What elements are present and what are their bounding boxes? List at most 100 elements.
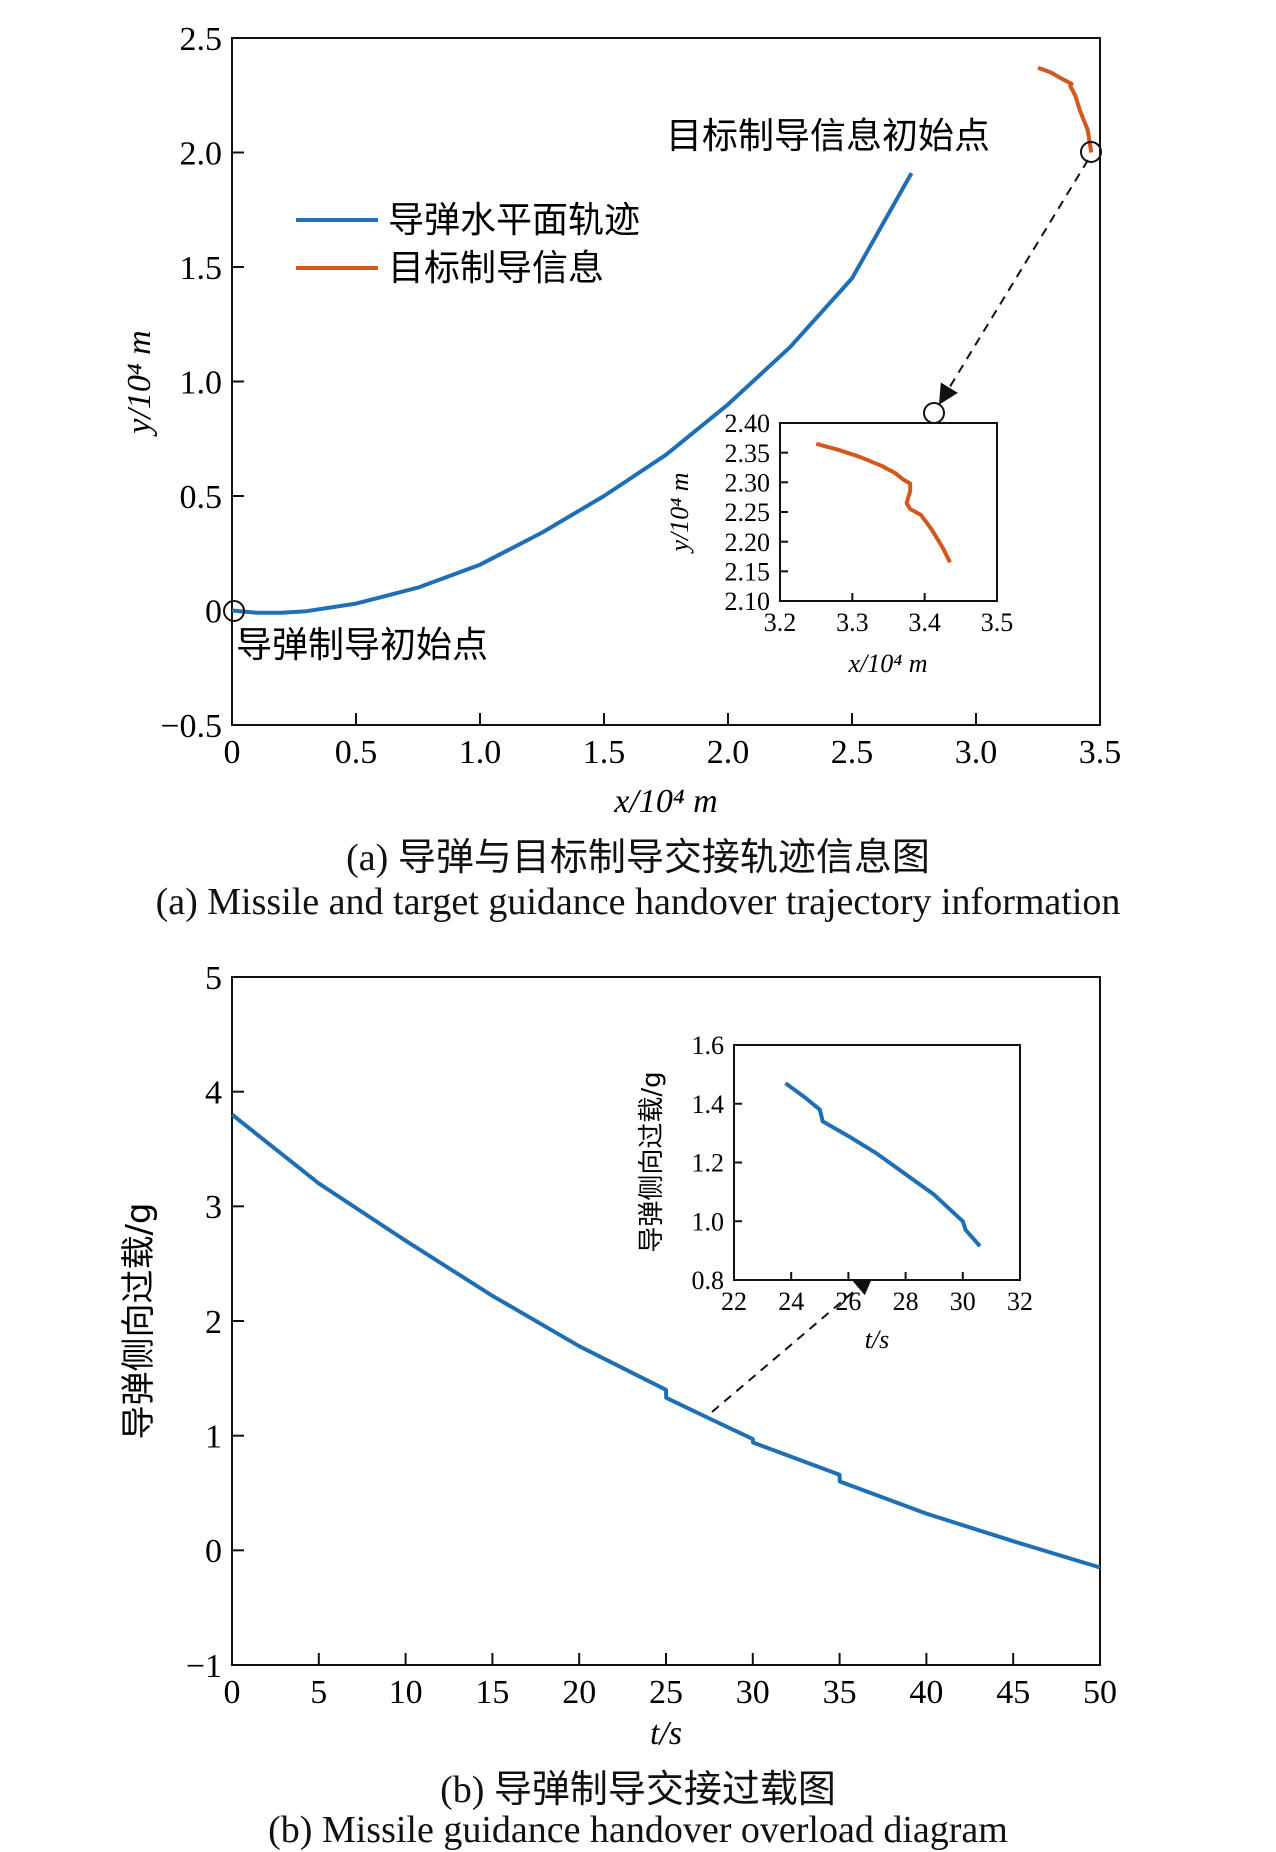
y-ticks-b: −1 0 1 2 3 4 5 — [186, 960, 244, 1685]
chart-b-y-tick-label: 1 — [205, 1419, 222, 1456]
inset-a-x-tick-label: 3.3 — [836, 608, 869, 637]
chart-b-x-tick-label: 35 — [823, 1674, 857, 1711]
inset-a-x-tick-label: 3.2 — [764, 608, 797, 637]
chart-a-y-tick-label: 2.0 — [180, 135, 223, 172]
inset-y-ticks-b: 0.8 1.0 1.2 1.4 1.6 — [692, 1031, 742, 1295]
legend-label-target: 目标制导信息 — [388, 248, 604, 289]
inset-x-ticks-b: 22 24 26 28 30 32 — [721, 1272, 1033, 1316]
chart-a-x-tick-label: 2.5 — [831, 734, 874, 771]
callout-arrow-b — [711, 1274, 874, 1413]
y-axis-label-a: y/10⁴ m — [121, 330, 158, 436]
inset-b-y-tick-label: 1.6 — [692, 1031, 725, 1060]
inset-b-y-tick-label: 1.4 — [692, 1090, 725, 1119]
inset-x-ticks-a: 3.2 3.3 3.4 3.5 — [764, 593, 1014, 637]
caption-b-en: (b) Missile guidance handover overload d… — [268, 1809, 1008, 1851]
x-axis-label-a: x/10⁴ m — [613, 783, 717, 820]
inset-b-y-tick-label: 0.8 — [692, 1266, 725, 1295]
inset-a-x-tick-label: 3.5 — [981, 608, 1014, 637]
chart-a-x-tick-label: 0 — [224, 734, 241, 771]
inset-a-x-tick-label: 3.4 — [908, 608, 941, 637]
chart-a-series-line-1 — [1037, 65, 1094, 153]
chart-b-x-tick-label: 30 — [736, 1674, 770, 1711]
chart-b-x-tick-label: 25 — [649, 1674, 683, 1711]
inset-b-x-tick-label: 32 — [1007, 1287, 1033, 1316]
x-ticks-a: 0 0.5 1.0 1.5 2.0 2.5 3.0 3.5 — [224, 713, 1122, 771]
chart-a-y-tick-label: 2.5 — [180, 21, 223, 58]
y-axis-label-b: 导弹侧向过载/g — [119, 1202, 159, 1439]
chart-b-y-tick-label: 3 — [205, 1189, 222, 1226]
inset-y-axis-label-b: 导弹侧向过载/g — [637, 1071, 667, 1252]
chart-a-x-tick-label: 3.5 — [1079, 734, 1122, 771]
inset-frame-a — [779, 422, 998, 602]
inset-y-axis-label-a: y/10⁴ m — [665, 472, 694, 554]
inset-b-x-tick-label: 26 — [835, 1287, 861, 1316]
inset-b-x-tick-label: 30 — [950, 1287, 976, 1316]
inset-a-y-tick-label: 2.15 — [725, 557, 771, 586]
inset-b-series-line-0 — [784, 1081, 982, 1248]
inset-b-x-tick-label: 24 — [778, 1287, 804, 1316]
chart-a-y-tick-label: 0.5 — [180, 479, 223, 516]
chart-b-x-tick-label: 0 — [224, 1674, 241, 1711]
target-start-marker — [1080, 141, 1102, 163]
inset-a-y-tick-label: 2.10 — [725, 587, 771, 616]
inset-a-series-line-0 — [815, 441, 952, 564]
chart-b-x-tick-label: 50 — [1083, 1674, 1117, 1711]
chart-b-y-tick-label: 4 — [205, 1075, 222, 1112]
inset-b-x-tick-label: 28 — [893, 1287, 919, 1316]
chart-a-y-tick-label: 1.0 — [180, 364, 223, 401]
chart-b-x-tick-label: 15 — [475, 1674, 509, 1711]
y-ticks-a: −0.5 0 0.5 1.0 1.5 2.0 2.5 — [160, 21, 244, 745]
chart-a-x-tick-label: 3.0 — [955, 734, 998, 771]
chart-a-x-tick-label: 1.5 — [583, 734, 626, 771]
callout-arrow-a — [938, 159, 1089, 405]
inset-b: 22 24 26 28 30 32 0.8 1.0 1.2 1.4 1.6 t/s 导弹侧向过载/… — [637, 1031, 1033, 1354]
x-ticks-b: 0 5 10 15 20 25 30 35 40 45 50 — [224, 1653, 1117, 1711]
chart-a-x-tick-label: 0.5 — [335, 734, 378, 771]
chart-b-y-tick-label: 0 — [205, 1533, 222, 1570]
inset-a: 3.2 3.3 3.4 3.5 2.102.152.202.252.302.352.4… — [665, 409, 1013, 678]
chart-b-x-tick-label: 40 — [909, 1674, 943, 1711]
inset-frame-b — [733, 1044, 1021, 1281]
chart-a-series-line-0 — [231, 172, 914, 615]
chart-b-x-tick-label: 45 — [996, 1674, 1030, 1711]
inset-b-x-tick-label: 22 — [721, 1287, 747, 1316]
inset-b-y-tick-label: 1.2 — [692, 1149, 725, 1178]
chart-a-x-tick-label: 2.0 — [707, 734, 750, 771]
series-lines-b — [230, 1113, 1101, 1570]
plot-frame-b — [231, 976, 1101, 1666]
annotation-missile-start: 导弹制导初始点 — [236, 625, 488, 666]
inset-a-y-tick-label: 2.25 — [725, 498, 771, 527]
chart-b-x-tick-label: 5 — [310, 1674, 327, 1711]
chart-b-series-line-0 — [230, 1113, 1101, 1570]
legend-label-missile: 导弹水平面轨迹 — [388, 200, 640, 241]
x-axis-label-b: t/s — [650, 1715, 682, 1752]
inset-series-b — [784, 1081, 982, 1248]
chart-b-x-tick-label: 20 — [562, 1674, 596, 1711]
chart-a: 0 0.5 1.0 1.5 2.0 2.5 3.0 3.5 −0.500.51.01.52.0… — [121, 21, 1122, 820]
inset-y-ticks-a: 2.102.152.202.252.302.352.40 — [725, 409, 788, 616]
caption-a-en: (a) Missile and target guidance handover… — [155, 881, 1121, 923]
chart-b-y-tick-label: −1 — [186, 1648, 222, 1685]
annotation-target-start: 目标制导信息初始点 — [666, 116, 990, 157]
inset-b-y-tick-label: 1.0 — [692, 1207, 725, 1236]
chart-b-y-tick-label: 5 — [205, 960, 222, 997]
inset-anchor-marker-a — [923, 402, 945, 424]
caption-b-cn: (b) 导弹制导交接过载图 — [440, 1769, 836, 1811]
inset-a-y-tick-label: 2.40 — [725, 409, 771, 438]
inset-x-axis-label-a: x/10⁴ m — [847, 649, 927, 678]
chart-b-x-tick-label: 10 — [389, 1674, 423, 1711]
legend-a: 导弹水平面轨迹 目标制导信息 — [296, 200, 640, 289]
caption-a-cn: (a) 导弹与目标制导交接轨迹信息图 — [346, 837, 930, 879]
inset-x-axis-label-b: t/s — [865, 1325, 890, 1354]
chart-b-y-tick-label: 2 — [205, 1304, 222, 1341]
chart-a-x-tick-label: 1.0 — [459, 734, 502, 771]
chart-a-y-tick-label: 0 — [205, 593, 222, 630]
inset-a-y-tick-label: 2.30 — [725, 468, 771, 497]
series-lines-a — [231, 65, 1094, 615]
chart-a-y-tick-label: −0.5 — [160, 708, 222, 745]
missile-start-marker — [223, 600, 245, 622]
inset-a-y-tick-label: 2.20 — [725, 528, 771, 557]
inset-a-y-tick-label: 2.35 — [725, 439, 771, 468]
chart-a-y-tick-label: 1.5 — [180, 250, 223, 287]
inset-series-a — [815, 441, 952, 564]
